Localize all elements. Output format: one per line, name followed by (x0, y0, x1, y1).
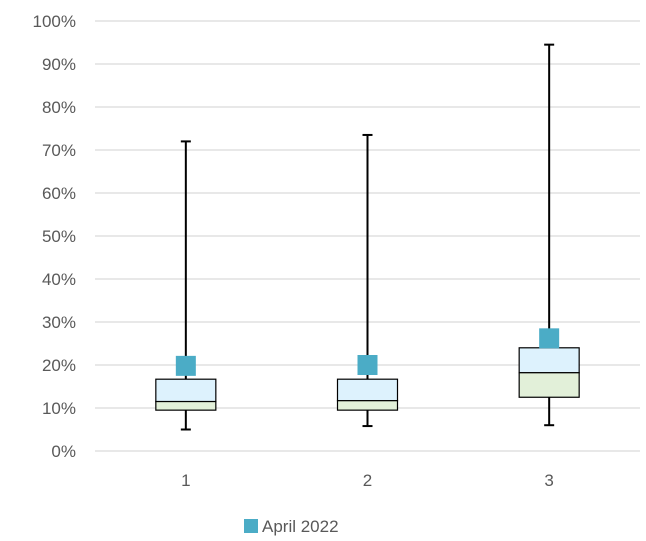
x-tick-label: 2 (363, 471, 372, 490)
upper-box (336, 378, 399, 402)
boxes (155, 43, 580, 431)
y-tick-label: 100% (33, 12, 76, 31)
x-tick-label: 1 (181, 471, 190, 490)
marker-april-2022-2 (357, 355, 378, 375)
lower-box (518, 372, 580, 398)
legend-label-april-2022: April 2022 (262, 517, 339, 536)
series-markers (175, 328, 560, 376)
y-tick-label: 40% (42, 270, 76, 289)
y-tick-label: 90% (42, 55, 76, 74)
upper-box (155, 378, 217, 403)
upper-box (518, 347, 580, 374)
y-tick-label: 10% (42, 399, 76, 418)
lower-box (336, 400, 399, 411)
legend-swatch (244, 519, 258, 533)
y-tick-label: 20% (42, 356, 76, 375)
y-tick-label: 30% (42, 313, 76, 332)
box-3 (518, 43, 580, 427)
y-tick-label: 60% (42, 184, 76, 203)
lower-box (155, 400, 217, 411)
x-axis-tick-labels: 1 2 3 (181, 471, 554, 490)
box-1 (155, 140, 217, 431)
legend: April 2022 (244, 517, 339, 536)
y-axis-tick-labels: 0% 10% 20% 30% 40% 50% 60% 70% 80% 90% 100% (33, 12, 76, 461)
box-2 (336, 133, 399, 428)
y-tick-label: 50% (42, 227, 76, 246)
marker-april-2022-1 (175, 355, 196, 376)
marker-april-2022-3 (539, 328, 560, 349)
y-tick-label: 80% (42, 98, 76, 117)
y-tick-label: 70% (42, 141, 76, 160)
y-tick-label: 0% (51, 442, 76, 461)
x-tick-label: 3 (544, 471, 553, 490)
